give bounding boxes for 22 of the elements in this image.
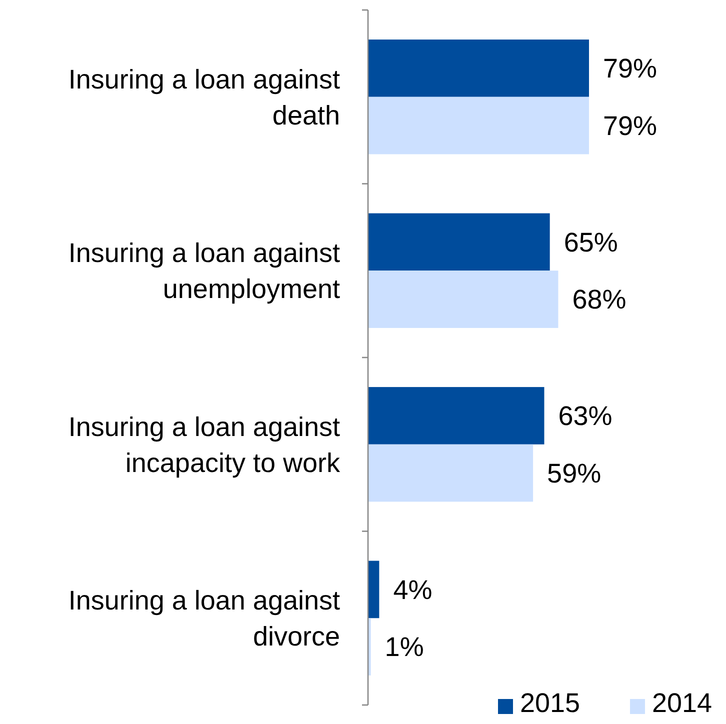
bar xyxy=(368,40,589,97)
data-label: 65% xyxy=(564,227,618,258)
data-label: 59% xyxy=(547,458,602,488)
legend-label: 2015 xyxy=(520,688,580,718)
bar xyxy=(368,387,544,444)
y-tick-label: Insuring a loan against incapacity to work xyxy=(68,412,340,478)
data-label: 79% xyxy=(603,54,658,84)
bar xyxy=(368,560,380,618)
data-label: 68% xyxy=(572,284,626,315)
y-tick-label: Insuring a loan against divorce xyxy=(68,586,340,652)
bar xyxy=(368,270,558,328)
data-label: 79% xyxy=(603,110,658,141)
data-label: 63% xyxy=(558,401,612,432)
bar xyxy=(368,213,550,271)
bar xyxy=(368,444,534,502)
data-label: 1% xyxy=(384,632,424,662)
y-tick-label: Insuring a loan against unemployment xyxy=(68,238,340,304)
bar xyxy=(368,618,371,676)
y-tick-label: Insuring a loan against death xyxy=(68,64,340,130)
legend-label: 2014 xyxy=(652,688,712,718)
data-label: 4% xyxy=(393,574,432,605)
bar xyxy=(368,96,589,154)
